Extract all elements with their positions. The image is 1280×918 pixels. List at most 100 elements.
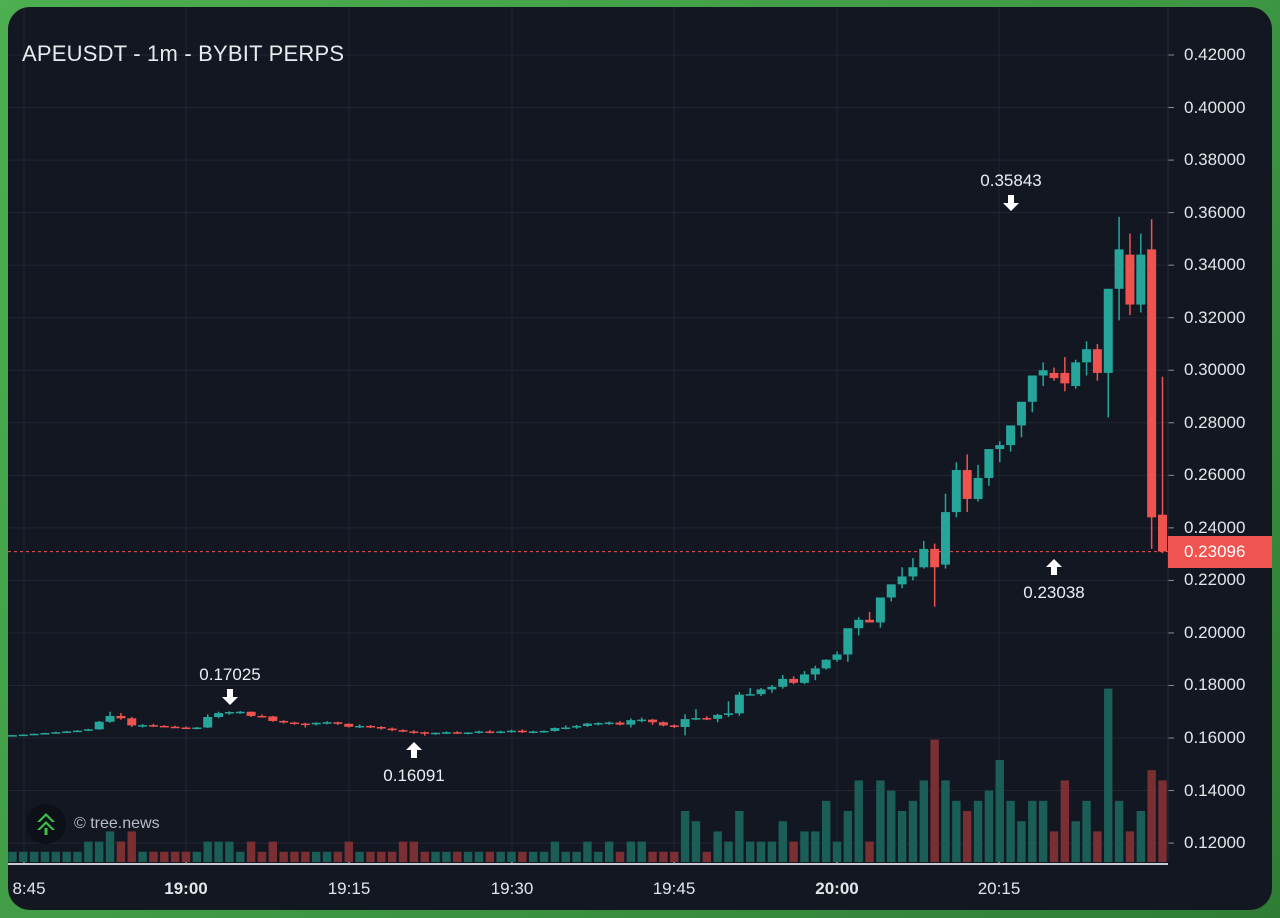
candle-body	[572, 725, 582, 728]
volume-bar	[1028, 800, 1037, 862]
volume-bar	[453, 851, 462, 862]
volume-bar	[366, 851, 375, 862]
volume-bar	[1006, 800, 1015, 862]
high-marker-label-2: 0.35843	[980, 171, 1042, 190]
candle-body	[789, 678, 799, 683]
volume-bar	[767, 841, 777, 862]
volume-bar	[561, 851, 570, 862]
volume-bar	[930, 739, 939, 862]
candle-body	[919, 548, 929, 568]
arrow-up-icon	[406, 742, 422, 758]
candle-body	[930, 548, 940, 568]
candle-body	[344, 723, 354, 727]
candle-body	[409, 731, 419, 733]
volume-bar	[257, 851, 267, 862]
volume-bar	[387, 851, 397, 862]
candle-body	[1038, 370, 1048, 376]
candle-body	[886, 584, 896, 598]
candle-body	[810, 668, 820, 675]
volume-bar	[550, 841, 560, 862]
candle-body	[1071, 362, 1081, 387]
candle-body	[398, 730, 408, 732]
volume-bar	[95, 841, 104, 862]
volume-bar	[876, 780, 885, 862]
volume-bar	[29, 851, 39, 862]
volume-bar	[637, 841, 646, 862]
candle-body	[170, 726, 180, 729]
volume-bar	[843, 811, 853, 862]
volume-bar	[442, 851, 451, 862]
volume-bar	[398, 841, 408, 862]
volume-bar	[702, 851, 711, 862]
volume-bar	[995, 760, 1004, 862]
candle-body	[420, 732, 430, 734]
volume-bar	[1104, 688, 1113, 862]
volume-bar	[691, 821, 701, 862]
volume-bar	[290, 851, 299, 862]
volume-bar	[984, 790, 994, 862]
candle-body	[431, 732, 441, 735]
candle-body	[799, 674, 809, 683]
candlestick-chart[interactable]	[8, 7, 1272, 910]
arrow-down-icon	[1003, 195, 1019, 211]
volume-bar	[105, 831, 115, 862]
candle-body	[1158, 514, 1167, 552]
volume-bar	[789, 841, 798, 862]
volume-bar	[170, 851, 180, 862]
candle-body	[40, 733, 50, 735]
candle-body	[376, 726, 386, 729]
low-marker-label-2: 0.23038	[1023, 583, 1085, 602]
volume-bar	[301, 851, 310, 862]
candle-body	[821, 659, 831, 669]
candle-body	[615, 722, 625, 725]
candle-body	[1016, 401, 1026, 426]
volume-bar	[1049, 831, 1059, 862]
volume-bar	[279, 851, 288, 862]
candle-body	[1147, 249, 1157, 518]
candle-body	[528, 731, 538, 733]
volume-bar	[811, 831, 820, 862]
volume-bar	[355, 851, 364, 862]
candle-body	[268, 716, 278, 721]
volume-bar	[127, 831, 136, 862]
time-tick-label: 20:15	[977, 879, 1021, 898]
volume-bar	[409, 841, 419, 862]
candle-body	[897, 576, 907, 585]
volume-bar	[225, 841, 234, 862]
volume-bar	[973, 800, 983, 862]
volume-bar	[919, 780, 928, 862]
volume-bar	[463, 851, 473, 862]
candle-body	[865, 619, 875, 623]
volume-bar	[160, 851, 169, 862]
candle-body	[669, 725, 679, 727]
volume-bar	[952, 800, 961, 862]
volume-bar	[1158, 780, 1167, 862]
current-price-tag: 0.23096	[1168, 535, 1272, 568]
volume-bar	[8, 851, 17, 862]
candle-body	[181, 727, 191, 730]
volume-bar	[746, 841, 755, 862]
candle-body	[387, 728, 397, 731]
volume-bar	[648, 851, 657, 862]
chart-panel[interactable]: APEUSDT - 1m - BYBIT PERPS © tree.news 0…	[8, 7, 1272, 910]
candle-body	[83, 729, 93, 731]
volume-bar	[246, 841, 256, 862]
price-tick-label: 0.34000	[1184, 255, 1246, 275]
volume-bar	[333, 851, 343, 862]
candle-body	[452, 732, 462, 734]
volume-bar	[539, 851, 549, 862]
candle-body	[159, 725, 169, 728]
price-tick-label: 0.14000	[1184, 780, 1246, 800]
candle-body	[322, 722, 332, 724]
volume-bar	[778, 821, 787, 862]
candle-body	[713, 714, 723, 719]
candle-body	[1136, 254, 1146, 305]
candle-body	[333, 722, 343, 724]
price-tick-label: 0.24000	[1184, 517, 1246, 537]
candle-body	[734, 694, 744, 714]
volume-bar	[73, 851, 82, 862]
candle-body	[279, 720, 289, 723]
candle-body	[485, 731, 495, 733]
candle-body	[995, 445, 1005, 450]
volume-bar	[1125, 831, 1135, 862]
